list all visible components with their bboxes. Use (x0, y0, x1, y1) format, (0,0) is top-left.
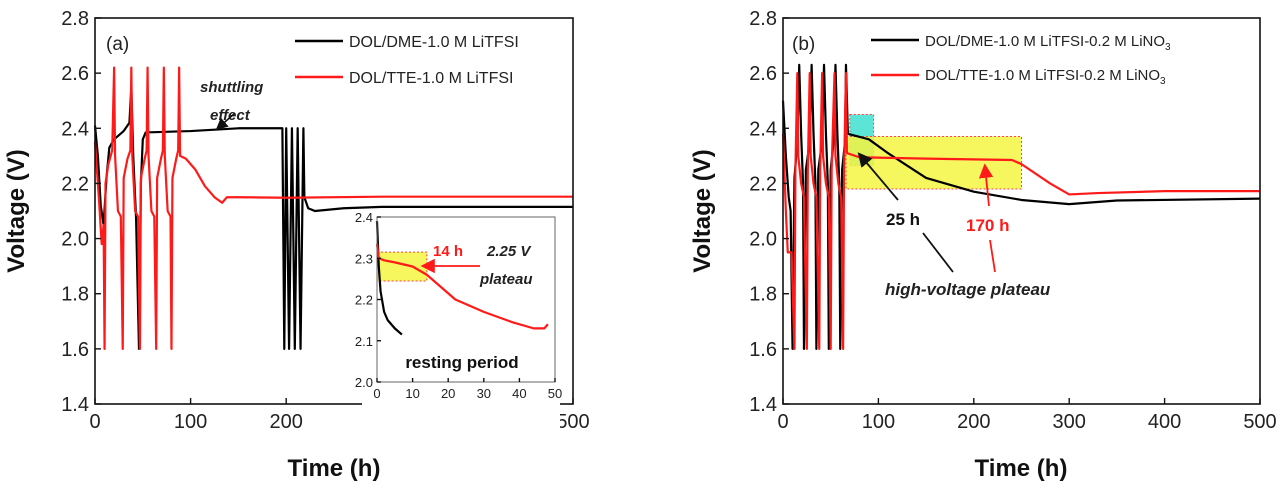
panel-b-y-tick-label: 2.0 (749, 229, 777, 251)
inset-y-tick-label: 2.2 (355, 293, 373, 308)
inset-y-tick-label: 2.1 (355, 334, 373, 349)
legend-b-entry-red-sub: 3 (1160, 76, 1166, 87)
panel-b-series-line-0 (781, 63, 1261, 350)
panel-b-y-tick-label: 2.8 (749, 8, 777, 30)
panel-b-x-tick-label: 500 (1243, 411, 1276, 433)
panel-a-x-tick-label: 0 (89, 411, 100, 433)
panel-b-x-tick-label: 400 (1148, 411, 1181, 433)
annotation-shuttling-arrow (215, 113, 235, 130)
panel-b-chart: 0 100 200 300 400 500 1.4 1.6 1.8 2.0 2.2 2.4 2.6 2.8… (689, 8, 1277, 482)
panel-a-y-tick-label: 1.6 (61, 339, 89, 361)
inset-highlight-box (376, 251, 428, 282)
annotation-25h-leader (922, 232, 954, 273)
annotation-25h-arrow (857, 152, 899, 201)
panel-a-y-axis-label: Voltage (V) (3, 149, 30, 273)
inset-x-tick-label: 10 (405, 386, 419, 401)
panel-b-y-tick-label: 1.6 (749, 339, 777, 361)
annotation-effect: effect (210, 107, 251, 124)
legend-b-entry-red: DOL/TTE-1.0 M LiTFSI-0.2 M LiNO3 (925, 67, 1166, 87)
legend-b-entry-black-text: DOL/DME-1.0 M LiTFSI-0.2 M LiNO (925, 33, 1165, 50)
panel-a-x-tick-label: 500 (556, 411, 589, 433)
panel-a-plot-frame (94, 17, 574, 405)
panel-a-series-line-1 (93, 66, 573, 350)
inset-annotation-voltage: 2.25 V (486, 243, 532, 260)
panel-a-y-tick-label: 2.2 (61, 173, 89, 195)
annotation-170h: 170 h (966, 216, 1009, 235)
inset-frame-bg (362, 270, 560, 446)
legend-b-entry-black: DOL/DME-1.0 M LiTFSI-0.2 M LiNO3 (925, 33, 1171, 53)
panel-b-x-tick-label: 100 (862, 411, 895, 433)
panel-b-y-tick-label: 1.4 (749, 394, 777, 416)
annotation-170h-arrow (978, 163, 994, 207)
panel-b-y-tick-label: 2.4 (749, 118, 777, 140)
inset-y-tick-label: 2.0 (355, 375, 373, 390)
panel-b-x-tick-label: 200 (957, 411, 990, 433)
panel-a-y-tick-label: 2.8 (61, 8, 89, 30)
panel-b-plot-frame (782, 17, 1261, 405)
inset-y-tick-label: 2.4 (355, 210, 373, 225)
inset-label: resting period (405, 353, 518, 372)
panel-b-y-tick-label: 2.2 (749, 173, 777, 195)
inset-annotation-plateau: plateau (479, 271, 533, 288)
legend-a-entry-red: DOL/TTE-1.0 M LiTFSI (349, 70, 513, 87)
panel-b-label: (b) (792, 34, 815, 55)
legend-b-entry-black-sub: 3 (1165, 42, 1171, 53)
panel-b-y-tick-label: 2.6 (749, 63, 777, 85)
panel-a-series-line-0 (93, 85, 573, 350)
panel-a-x-tick-label: 200 (270, 411, 303, 433)
panel-b-y-axis-label: Voltage (V) (689, 149, 716, 273)
panel-a-y-tick-label: 1.8 (61, 284, 89, 306)
legend-b-entry-red-text: DOL/TTE-1.0 M LiTFSI-0.2 M LiNO (925, 67, 1160, 84)
panel-b-series-line-1 (781, 72, 1260, 350)
panel-b-x-tick-label: 300 (1053, 411, 1086, 433)
panel-a-x-axis-label: Time (h) (288, 455, 381, 482)
panel-b-x-axis-label: Time (h) (975, 455, 1068, 482)
inset-x-tick-label: 30 (477, 386, 491, 401)
legend-a-entry-black: DOL/DME-1.0 M LiTFSI (349, 34, 519, 51)
inset-series-line-1 (375, 243, 549, 330)
panel-a-y-tick-label: 1.4 (61, 394, 89, 416)
panel-a-y-tick-label: 2.0 (61, 229, 89, 251)
inset-series-line-0 (375, 221, 403, 336)
annotation-170h-leader (989, 239, 996, 273)
inset-x-tick-label: 50 (548, 386, 562, 401)
inset-annotation-hours: 14 h (433, 243, 463, 260)
panel-a-x-tick-label: 100 (174, 411, 207, 433)
annotation-25h: 25 h (886, 210, 920, 229)
annotation-shuttling: shuttling (200, 79, 263, 96)
panel-a-label: (a) (106, 34, 129, 55)
inset-y-tick-label: 2.3 (355, 251, 373, 266)
inset-x-tick-label: 40 (512, 386, 526, 401)
panel-a-y-tick-label: 2.6 (61, 63, 89, 85)
inset-chart: 0 10 20 30 40 50 2.0 2.1 2.2 2.3 2.4 resting perio… (355, 210, 562, 446)
panel-a-chart: 01002003004005001.41.61.82.02.22.42.62.8… (3, 8, 590, 482)
panel-a-y-tick-label: 2.4 (61, 118, 89, 140)
annotation-high-voltage-plateau: high-voltage plateau (885, 280, 1051, 299)
panel-b-y-tick-label: 1.8 (749, 284, 777, 306)
panel-b-x-tick-label: 0 (777, 411, 788, 433)
inset-x-tick-label: 20 (441, 386, 455, 401)
inset-x-tick-label: 0 (373, 386, 380, 401)
